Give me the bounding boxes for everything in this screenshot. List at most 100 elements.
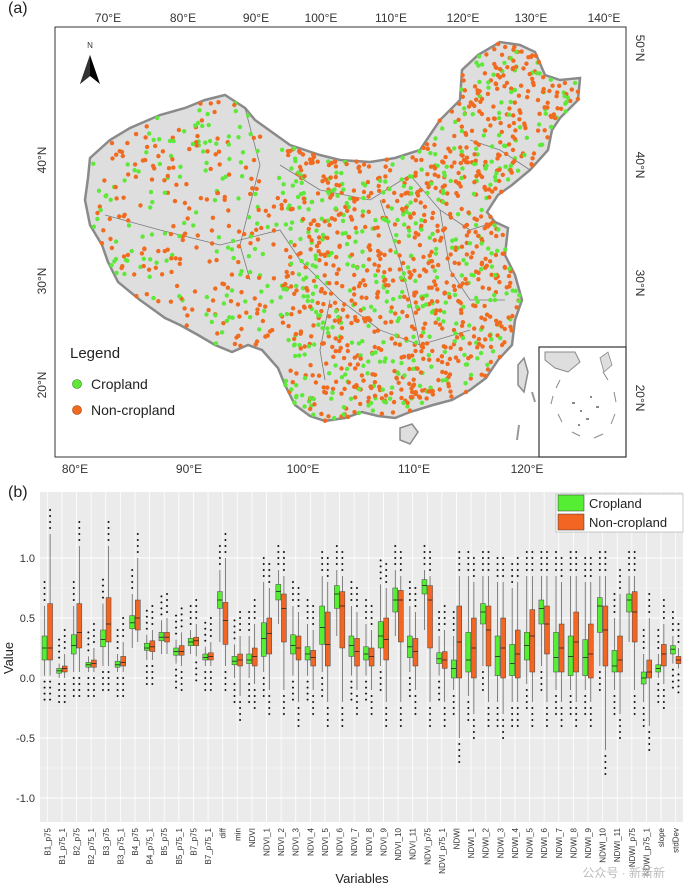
sample-point: [473, 229, 478, 235]
sample-point: [121, 254, 127, 259]
sample-point: [349, 340, 355, 345]
sample-point: [168, 153, 174, 159]
sample-point: [121, 195, 126, 200]
sample-point: [333, 348, 338, 354]
sample-point: [310, 263, 315, 268]
sample-point: [511, 58, 516, 63]
china-sample-map: N Legend Cropland Non-cropland 70°E 80°E…: [35, 11, 647, 476]
sample-point: [507, 106, 512, 111]
sample-point: [132, 162, 138, 167]
sample-point: [307, 157, 313, 162]
outlier-point: [385, 563, 388, 565]
outlier-point: [525, 569, 528, 571]
sample-point: [436, 174, 441, 179]
x-tick-label: NDVI: [248, 828, 257, 847]
outlier-point: [248, 683, 251, 685]
sample-point: [440, 126, 445, 131]
sample-point: [409, 191, 414, 196]
outlier-point: [525, 563, 528, 565]
sample-point: [298, 236, 303, 242]
sample-point: [326, 159, 331, 164]
outlier-point: [545, 557, 548, 559]
sample-point: [209, 228, 215, 233]
sample-point: [221, 321, 226, 326]
sample-point: [413, 158, 419, 163]
box: [290, 634, 296, 655]
outlier-point: [429, 713, 432, 715]
sample-point: [230, 238, 236, 244]
sample-point: [97, 204, 103, 209]
sample-point: [426, 184, 431, 190]
sample-point: [476, 336, 482, 342]
x-tick-label: NDWI_11: [613, 827, 622, 862]
outlier-point: [204, 677, 207, 679]
sample-point: [410, 155, 415, 160]
sample-point: [487, 333, 492, 338]
right-lat-tick: 50°N: [633, 35, 647, 62]
sample-point: [207, 259, 212, 264]
sample-point: [360, 213, 365, 218]
sample-point: [217, 162, 222, 167]
sample-point: [477, 341, 482, 347]
outlier-point: [350, 686, 353, 689]
x-tick-label: B5_p75_1: [175, 827, 184, 864]
outlier-point: [365, 692, 368, 695]
sample-point: [486, 117, 491, 122]
sample-point: [271, 242, 276, 247]
sample-point: [460, 73, 465, 78]
sample-point: [290, 206, 295, 212]
outlier-point: [648, 611, 651, 613]
sample-point: [433, 185, 438, 191]
outlier-point: [516, 707, 519, 709]
sample-point: [366, 323, 371, 329]
sample-point: [504, 285, 509, 290]
outlier-point: [575, 713, 578, 715]
sample-point: [530, 156, 535, 161]
sample-point: [203, 168, 208, 173]
sample-point: [337, 318, 342, 323]
outlier-point: [575, 707, 578, 709]
outlier-point: [642, 629, 645, 631]
sample-point: [475, 356, 480, 361]
sample-point: [473, 269, 479, 274]
top-lon-tick: 70°E: [95, 11, 121, 25]
sample-point: [271, 204, 277, 209]
sample-point: [428, 150, 433, 156]
outlier-point: [385, 707, 388, 709]
sample-point: [392, 238, 397, 244]
outlier-point: [423, 551, 426, 553]
sample-point: [140, 234, 145, 239]
x-tick-label: NDVI_6: [336, 827, 345, 856]
outlier-point: [502, 731, 505, 733]
outlier-point: [306, 611, 309, 613]
outlier-point: [101, 677, 104, 679]
outlier-point: [569, 695, 572, 697]
sample-point: [108, 236, 113, 242]
sample-point: [308, 221, 313, 227]
sample-point: [290, 380, 295, 385]
outlier-point: [209, 635, 212, 637]
outlier-point: [341, 551, 344, 553]
outlier-point: [423, 557, 426, 559]
box: [222, 602, 229, 645]
outlier-point: [253, 605, 256, 607]
x-tick-label: NDWI_8: [569, 827, 578, 858]
sample-point: [271, 228, 277, 233]
outlier-point: [78, 689, 81, 691]
outlier-point: [306, 698, 309, 701]
outlier-point: [438, 698, 441, 701]
sample-point: [316, 322, 321, 327]
sample-point: [468, 376, 473, 381]
sample-point: [99, 241, 105, 246]
sample-point: [102, 178, 107, 183]
outlier-point: [166, 599, 169, 601]
sample-point: [334, 309, 339, 314]
outlier-point: [438, 611, 441, 613]
sample-point: [213, 313, 218, 318]
sample-point: [384, 157, 389, 162]
sample-point: [498, 120, 503, 126]
sample-point: [464, 281, 469, 286]
sample-point: [287, 148, 293, 154]
outlier-point: [262, 557, 265, 559]
outlier-point: [662, 707, 665, 709]
